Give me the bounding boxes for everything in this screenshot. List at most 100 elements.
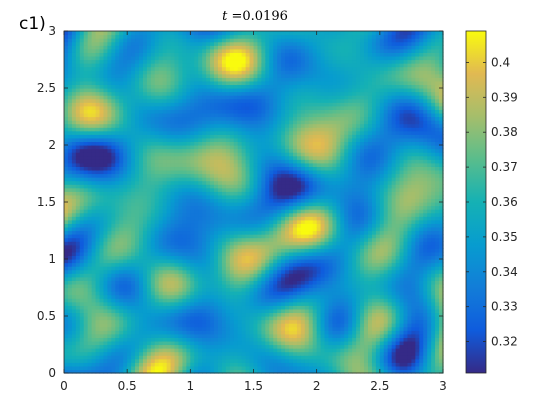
heatmap-cell [241, 219, 247, 224]
heatmap-cell [71, 59, 77, 64]
heatmap-cell [194, 145, 199, 150]
heatmap-cell [115, 333, 120, 338]
heatmap-cell [131, 148, 136, 153]
heatmap-cell [217, 326, 223, 331]
heatmap-cell [225, 70, 231, 75]
heatmap-cell [142, 226, 148, 232]
heatmap-cell [154, 358, 160, 363]
heatmap-cell [71, 266, 77, 271]
heatmap-cell [95, 276, 101, 281]
heatmap-cell [225, 95, 231, 100]
heatmap-cell [119, 291, 124, 296]
heatmap-cell [79, 369, 85, 374]
heatmap-cell [257, 219, 262, 224]
heatmap-cell [67, 184, 73, 189]
heatmap-cell [186, 301, 191, 306]
heatmap-cell [245, 184, 251, 189]
heatmap-cell [198, 159, 203, 164]
heatmap-cell [229, 259, 235, 264]
heatmap-cell [257, 316, 262, 321]
heatmap-cell [99, 244, 105, 249]
heatmap-cell [107, 344, 112, 349]
heatmap-cell [162, 120, 168, 125]
heatmap-cell [83, 109, 89, 114]
heatmap-cell [166, 358, 172, 363]
heatmap-cell [135, 209, 140, 214]
heatmap-cell [150, 48, 156, 53]
heatmap-cell [123, 248, 128, 253]
heatmap-cell [190, 77, 195, 82]
heatmap-cell [83, 180, 89, 185]
heatmap-cell [225, 330, 231, 335]
heatmap-cell [214, 319, 219, 324]
heatmap-cell [75, 45, 81, 50]
heatmap-cell [166, 276, 172, 281]
heatmap-cell [170, 88, 176, 93]
heatmap-cell [253, 337, 259, 342]
heatmap-cell [214, 230, 219, 235]
heatmap-cell [127, 162, 132, 167]
heatmap-cell [182, 340, 187, 346]
heatmap-cell [174, 34, 180, 39]
heatmap-cell [194, 180, 199, 185]
heatmap-cell [217, 191, 223, 196]
heatmap-cell [257, 259, 262, 264]
heatmap-cell [87, 45, 93, 50]
heatmap-cell [257, 162, 262, 167]
heatmap-cell [79, 152, 85, 157]
heatmap-cell [119, 251, 124, 257]
heatmap-cell [146, 130, 152, 135]
heatmap-cell [91, 137, 97, 143]
heatmap-cell [123, 198, 128, 203]
heatmap-cell [107, 244, 112, 249]
heatmap-cell [142, 148, 148, 153]
heatmap-cell [99, 80, 105, 86]
heatmap-cell [111, 187, 116, 192]
heatmap-cell [206, 266, 211, 271]
heatmap-cell [170, 41, 176, 46]
heatmap-cell [162, 141, 168, 146]
heatmap-cell [241, 41, 247, 46]
heatmap-cell [174, 141, 180, 146]
heatmap-cell [79, 38, 85, 43]
heatmap-cell [186, 344, 191, 349]
heatmap-cell [67, 237, 73, 242]
heatmap-cell [103, 362, 109, 367]
heatmap-cell [170, 244, 176, 249]
heatmap-cell [214, 152, 219, 157]
heatmap-cell [135, 52, 140, 57]
heatmap-cell [83, 123, 89, 128]
heatmap-cell [233, 205, 239, 210]
heatmap-cell [64, 241, 69, 246]
heatmap-cell [123, 330, 128, 335]
heatmap-cell [190, 95, 195, 100]
heatmap-cell [139, 77, 144, 82]
heatmap-cell [229, 234, 235, 239]
heatmap-cell [237, 95, 243, 100]
heatmap-cell [170, 52, 176, 57]
heatmap-cell [75, 187, 81, 192]
heatmap-cell [99, 52, 105, 57]
heatmap-cell [150, 148, 156, 153]
heatmap-cell [182, 355, 187, 360]
heatmap-cell [158, 112, 164, 118]
heatmap-cell [91, 91, 97, 96]
heatmap-cell [64, 123, 69, 128]
heatmap-cell [91, 248, 97, 253]
heatmap-cell [135, 223, 140, 228]
heatmap-cell [142, 369, 148, 374]
heatmap-cell [87, 202, 93, 207]
heatmap-cell [182, 344, 187, 349]
heatmap-cell [241, 262, 247, 267]
heatmap-cell [166, 237, 172, 242]
heatmap-cell [170, 319, 176, 324]
heatmap-cell [233, 127, 239, 132]
heatmap-cell [214, 120, 219, 125]
heatmap-cell [202, 308, 207, 314]
heatmap-cell [170, 369, 176, 374]
heatmap-cell [64, 326, 69, 331]
heatmap-cell [210, 187, 215, 192]
heatmap-cell [154, 202, 160, 207]
heatmap-cell [245, 98, 251, 103]
heatmap-cell [71, 226, 77, 232]
